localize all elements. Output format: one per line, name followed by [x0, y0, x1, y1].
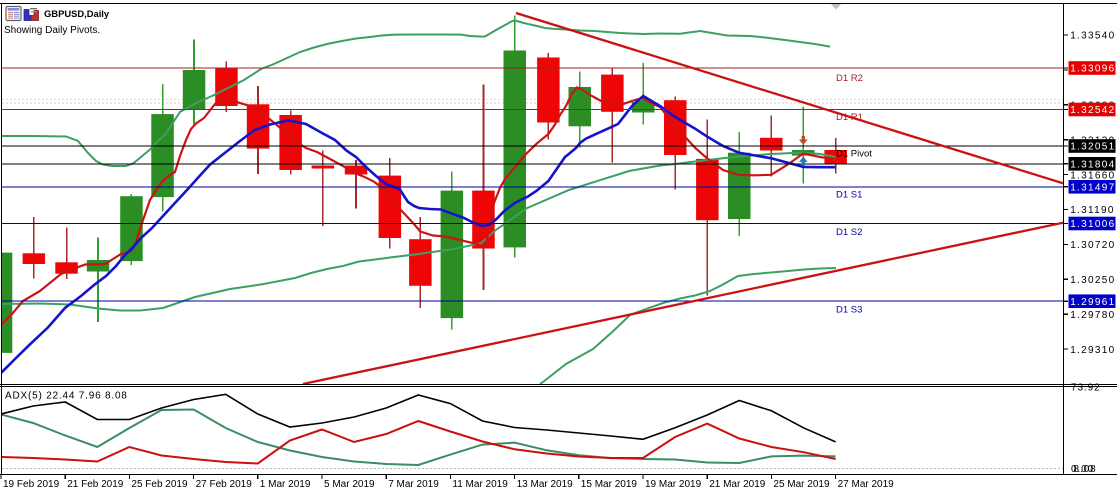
- svg-text:11 Mar 2019: 11 Mar 2019: [452, 479, 508, 490]
- svg-text:21 Feb 2019: 21 Feb 2019: [67, 479, 124, 490]
- svg-text:7 Mar 2019: 7 Mar 2019: [388, 479, 439, 490]
- svg-text:27 Mar 2019: 27 Mar 2019: [838, 479, 895, 490]
- svg-text:1.31006: 1.31006: [1070, 219, 1115, 230]
- svg-text:1.33096: 1.33096: [1070, 64, 1115, 75]
- svg-text:13 Mar 2019: 13 Mar 2019: [517, 479, 574, 490]
- svg-text:1 Mar 2019: 1 Mar 2019: [260, 479, 311, 490]
- svg-text:1.29310: 1.29310: [1070, 345, 1115, 356]
- svg-text:73.92: 73.92: [1071, 383, 1101, 394]
- svg-text:19 Feb 2019: 19 Feb 2019: [3, 479, 60, 490]
- svg-text:Showing Daily Pivots.: Showing Daily Pivots.: [4, 25, 100, 36]
- svg-text:1.29961: 1.29961: [1070, 297, 1115, 308]
- svg-text:1.31660: 1.31660: [1070, 170, 1115, 181]
- svg-text:1.33540: 1.33540: [1070, 31, 1115, 42]
- svg-text:8.08: 8.08: [1074, 464, 1097, 475]
- svg-text:21 Mar 2019: 21 Mar 2019: [709, 479, 766, 490]
- svg-text:0.00: 0.00: [1071, 464, 1094, 475]
- svg-text:25 Feb 2019: 25 Feb 2019: [131, 479, 188, 490]
- svg-text:GBPUSD,Daily: GBPUSD,Daily: [44, 8, 110, 19]
- svg-text:15 Mar 2019: 15 Mar 2019: [581, 479, 638, 490]
- svg-text:ADX(5) 22.44 7.96 8.08: ADX(5) 22.44 7.96 8.08: [5, 391, 128, 402]
- svg-text:D1 Pivot: D1 Pivot: [836, 149, 872, 160]
- svg-text:1.32051: 1.32051: [1070, 142, 1115, 153]
- svg-text:1.31497: 1.31497: [1070, 183, 1115, 194]
- svg-text:D1 S3: D1 S3: [836, 305, 862, 316]
- svg-text:1.30720: 1.30720: [1070, 240, 1115, 251]
- svg-text:D1 S2: D1 S2: [836, 227, 862, 238]
- svg-text:1.31190: 1.31190: [1070, 205, 1115, 216]
- svg-text:25 Mar 2019: 25 Mar 2019: [773, 479, 830, 490]
- svg-text:1.29780: 1.29780: [1070, 310, 1115, 321]
- svg-text:D1 R2: D1 R2: [836, 73, 863, 84]
- svg-text:D1 S1: D1 S1: [836, 190, 862, 201]
- svg-text:5 Mar 2019: 5 Mar 2019: [324, 479, 375, 490]
- svg-text:1.30250: 1.30250: [1070, 275, 1115, 286]
- svg-text:19 Mar 2019: 19 Mar 2019: [645, 479, 702, 490]
- svg-text:1.31804: 1.31804: [1070, 160, 1115, 171]
- svg-text:27 Feb 2019: 27 Feb 2019: [196, 479, 253, 490]
- svg-text:1.32542: 1.32542: [1070, 105, 1115, 116]
